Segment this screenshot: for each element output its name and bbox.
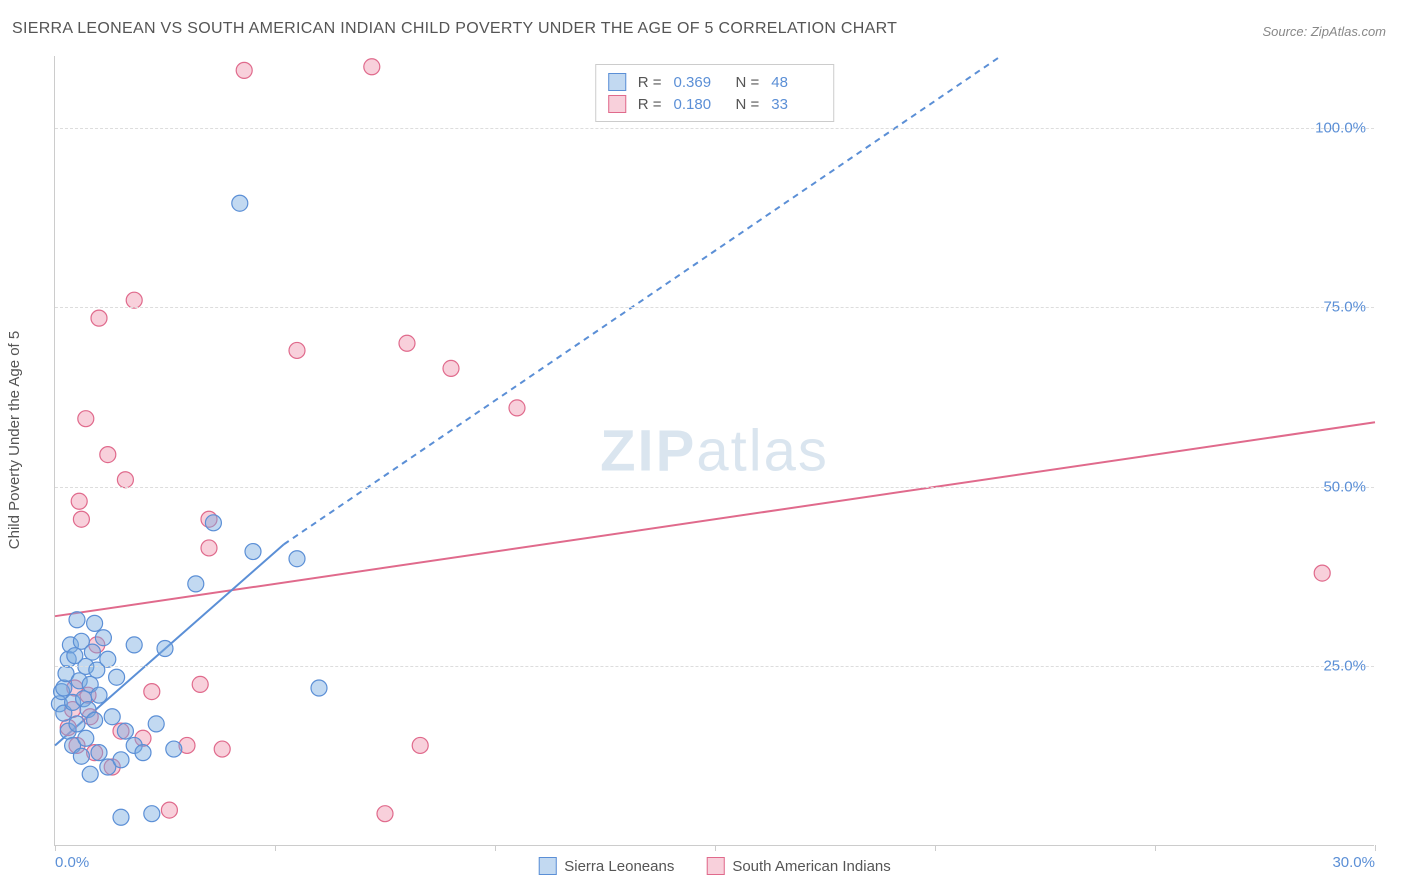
n-label: N = xyxy=(736,74,760,91)
ytick-label: 100.0% xyxy=(1315,119,1366,136)
scatter-point xyxy=(104,709,120,725)
scatter-point xyxy=(73,748,89,764)
r-value-blue: 0.369 xyxy=(674,74,724,91)
stats-legend-box: R = 0.369 N = 48 R = 0.180 N = 33 xyxy=(595,64,835,122)
scatter-point xyxy=(188,576,204,592)
gridline-h xyxy=(55,666,1374,667)
legend-item-pink: South American Indians xyxy=(706,857,890,875)
r-value-pink: 0.180 xyxy=(674,96,724,113)
xtick-label: 0.0% xyxy=(55,854,89,871)
scatter-point xyxy=(100,447,116,463)
gridline-h xyxy=(55,128,1374,129)
scatter-point xyxy=(95,630,111,646)
scatter-point xyxy=(100,651,116,667)
xtick-label: 30.0% xyxy=(1332,854,1375,871)
xtick-mark xyxy=(495,845,496,851)
scatter-point xyxy=(91,745,107,761)
scatter-point xyxy=(82,766,98,782)
scatter-point xyxy=(399,335,415,351)
legend-swatch-pink xyxy=(706,857,724,875)
r-label: R = xyxy=(638,96,662,113)
stats-row-blue: R = 0.369 N = 48 xyxy=(608,71,822,93)
scatter-point xyxy=(232,195,248,211)
legend-item-blue: Sierra Leoneans xyxy=(538,857,674,875)
ytick-label: 75.0% xyxy=(1323,299,1366,316)
scatter-point xyxy=(126,292,142,308)
legend-swatch-blue xyxy=(608,73,626,91)
scatter-point xyxy=(87,712,103,728)
scatter-point xyxy=(311,680,327,696)
scatter-point xyxy=(56,680,72,696)
scatter-point xyxy=(144,806,160,822)
scatter-point xyxy=(91,310,107,326)
scatter-point xyxy=(126,637,142,653)
scatter-point xyxy=(113,752,129,768)
trend-line xyxy=(284,56,1001,544)
ytick-label: 25.0% xyxy=(1323,658,1366,675)
scatter-point xyxy=(161,802,177,818)
scatter-point xyxy=(364,59,380,75)
bottom-legend: Sierra Leoneans South American Indians xyxy=(538,857,891,875)
trend-line xyxy=(55,422,1375,616)
scatter-point xyxy=(236,62,252,78)
scatter-svg xyxy=(55,56,1374,845)
legend-swatch-pink xyxy=(608,95,626,113)
gridline-h xyxy=(55,307,1374,308)
chart-plot-area: ZIPatlas R = 0.369 N = 48 R = 0.180 N = … xyxy=(54,56,1374,846)
r-label: R = xyxy=(638,74,662,91)
n-label: N = xyxy=(736,96,760,113)
xtick-mark xyxy=(715,845,716,851)
xtick-mark xyxy=(1155,845,1156,851)
xtick-mark xyxy=(275,845,276,851)
scatter-point xyxy=(69,612,85,628)
scatter-point xyxy=(91,687,107,703)
scatter-point xyxy=(84,644,100,660)
scatter-point xyxy=(78,411,94,427)
scatter-point xyxy=(135,745,151,761)
scatter-point xyxy=(1314,565,1330,581)
scatter-point xyxy=(443,360,459,376)
xtick-mark xyxy=(935,845,936,851)
stats-row-pink: R = 0.180 N = 33 xyxy=(608,93,822,115)
legend-label-pink: South American Indians xyxy=(732,858,890,875)
scatter-point xyxy=(509,400,525,416)
legend-label-blue: Sierra Leoneans xyxy=(564,858,674,875)
scatter-point xyxy=(157,641,173,657)
scatter-point xyxy=(201,540,217,556)
legend-swatch-blue xyxy=(538,857,556,875)
scatter-point xyxy=(78,730,94,746)
scatter-point xyxy=(117,723,133,739)
scatter-point xyxy=(87,615,103,631)
scatter-point xyxy=(289,551,305,567)
source-label: Source: ZipAtlas.com xyxy=(1262,24,1386,39)
scatter-point xyxy=(117,472,133,488)
scatter-point xyxy=(144,684,160,700)
scatter-point xyxy=(377,806,393,822)
ytick-label: 50.0% xyxy=(1323,478,1366,495)
scatter-point xyxy=(412,737,428,753)
scatter-point xyxy=(192,676,208,692)
y-axis-label: Child Poverty Under the Age of 5 xyxy=(6,331,23,549)
scatter-point xyxy=(214,741,230,757)
scatter-point xyxy=(113,809,129,825)
scatter-point xyxy=(69,716,85,732)
scatter-point xyxy=(205,515,221,531)
chart-title: SIERRA LEONEAN VS SOUTH AMERICAN INDIAN … xyxy=(12,20,897,38)
xtick-mark xyxy=(55,845,56,851)
scatter-point xyxy=(166,741,182,757)
gridline-h xyxy=(55,487,1374,488)
scatter-point xyxy=(109,669,125,685)
n-value-blue: 48 xyxy=(771,74,821,91)
scatter-point xyxy=(289,342,305,358)
scatter-point xyxy=(73,511,89,527)
n-value-pink: 33 xyxy=(771,96,821,113)
scatter-point xyxy=(245,544,261,560)
scatter-point xyxy=(148,716,164,732)
xtick-mark xyxy=(1375,845,1376,851)
scatter-point xyxy=(71,493,87,509)
